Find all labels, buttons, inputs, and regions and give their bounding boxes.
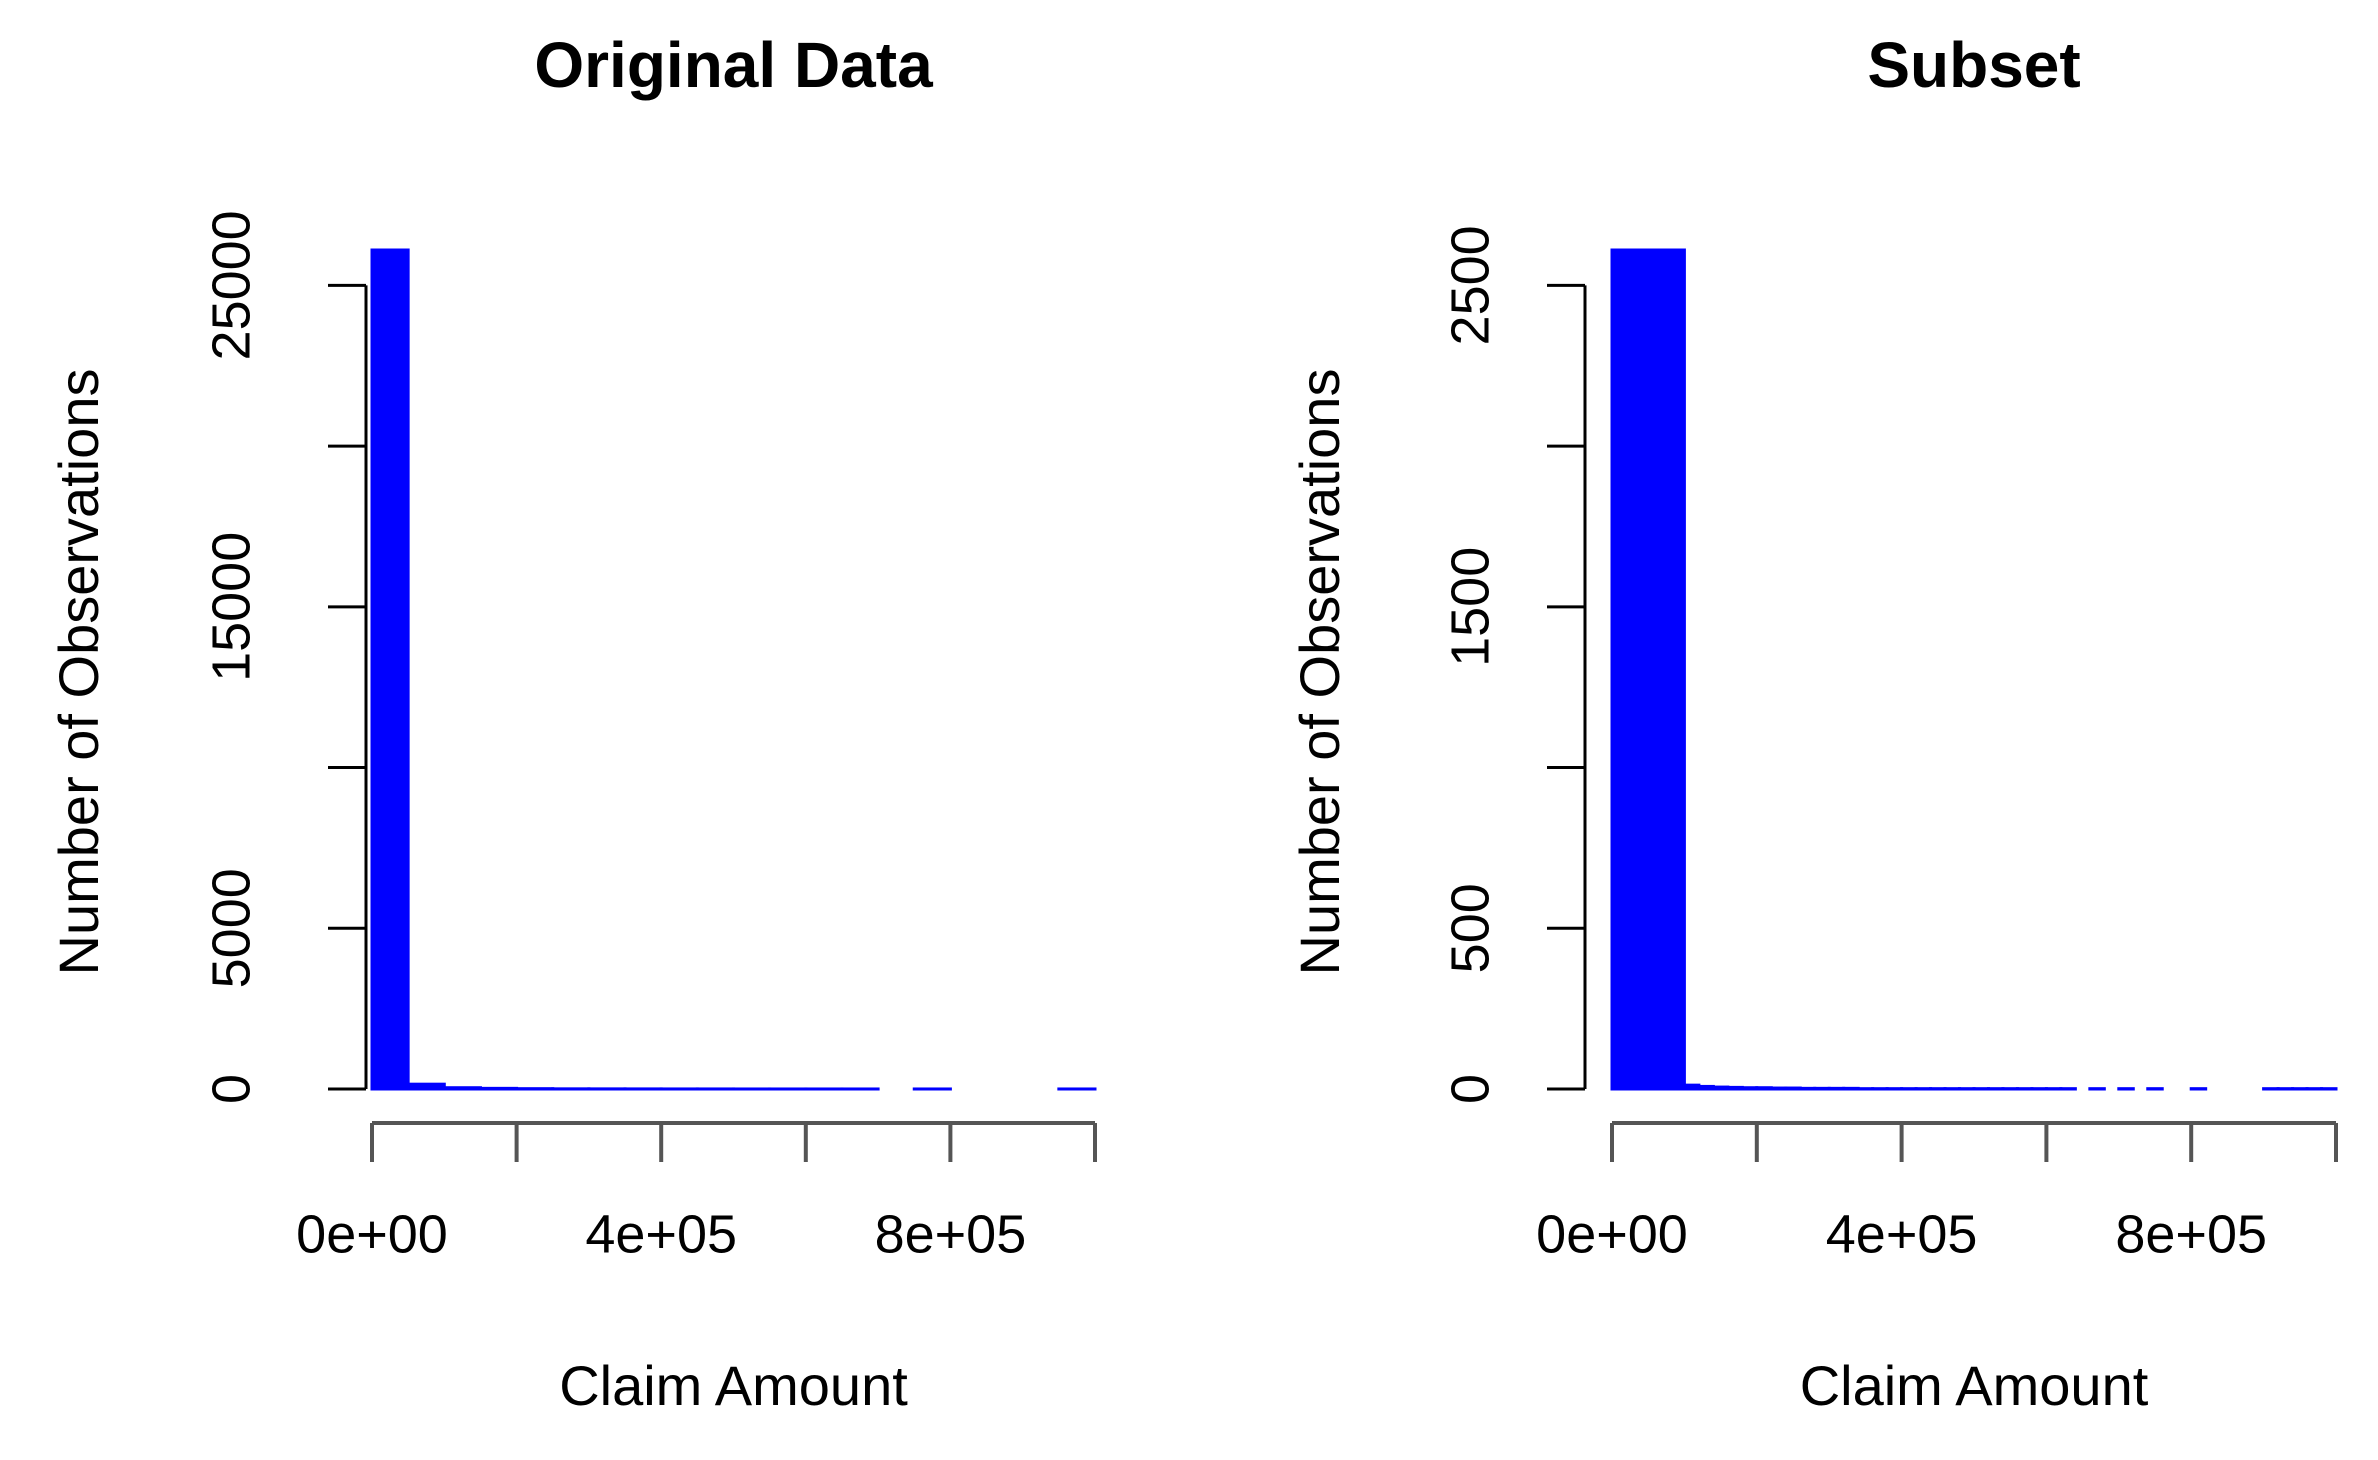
x-tick-label: 0e+00 bbox=[296, 1204, 448, 1264]
x-axis-label: Claim Amount bbox=[1800, 1354, 2149, 1417]
x-tick-label: 4e+05 bbox=[1826, 1204, 1978, 1264]
histogram-bar bbox=[1798, 1086, 1817, 1091]
histogram-bar bbox=[1682, 1083, 1701, 1091]
histogram-bar bbox=[1769, 1086, 1788, 1091]
histogram-bar bbox=[1784, 1086, 1802, 1091]
x-tick-label: 4e+05 bbox=[585, 1204, 737, 1264]
histogram-bar bbox=[1697, 1084, 1715, 1091]
y-axis-label: Number of Observations bbox=[47, 369, 110, 976]
y-axis-label: Number of Observations bbox=[1288, 369, 1351, 976]
x-tick-label: 0e+00 bbox=[1536, 1204, 1688, 1264]
histogram-bar bbox=[442, 1086, 482, 1091]
y-tick-label: 1500 bbox=[1440, 547, 1500, 667]
chart-title: Subset bbox=[1867, 29, 2080, 101]
y-tick-label: 15000 bbox=[201, 532, 261, 682]
x-axis-label: Claim Amount bbox=[559, 1354, 908, 1417]
histogram-bar bbox=[1813, 1086, 1831, 1091]
chart-title: Original Data bbox=[534, 29, 933, 101]
histogram-bar bbox=[1668, 248, 1686, 1091]
histogram-bar bbox=[1653, 248, 1672, 1091]
y-tick-label: 2500 bbox=[1440, 225, 1500, 345]
histogram-bar bbox=[1755, 1086, 1773, 1091]
histogram-bar bbox=[1711, 1085, 1730, 1091]
y-tick-label: 5000 bbox=[201, 868, 261, 988]
y-tick-label: 0 bbox=[1440, 1074, 1500, 1104]
histogram-bar bbox=[1827, 1086, 1846, 1091]
histogram-bar bbox=[478, 1086, 519, 1091]
histogram-bar bbox=[370, 248, 410, 1091]
histogram-bar bbox=[406, 1082, 446, 1091]
y-tick-label: 25000 bbox=[201, 210, 261, 360]
histogram-bar bbox=[1842, 1086, 1860, 1091]
x-tick-label: 8e+05 bbox=[2115, 1204, 2267, 1264]
histogram-bar bbox=[1639, 248, 1657, 1091]
y-tick-label: 0 bbox=[201, 1074, 261, 1104]
y-tick-label: 500 bbox=[1440, 883, 1500, 973]
x-tick-label: 8e+05 bbox=[875, 1204, 1027, 1264]
histogram-bar bbox=[1624, 248, 1643, 1091]
histogram-bar bbox=[1740, 1086, 1759, 1091]
histogram-bar bbox=[1610, 248, 1628, 1091]
histogram-bar bbox=[1726, 1085, 1744, 1091]
